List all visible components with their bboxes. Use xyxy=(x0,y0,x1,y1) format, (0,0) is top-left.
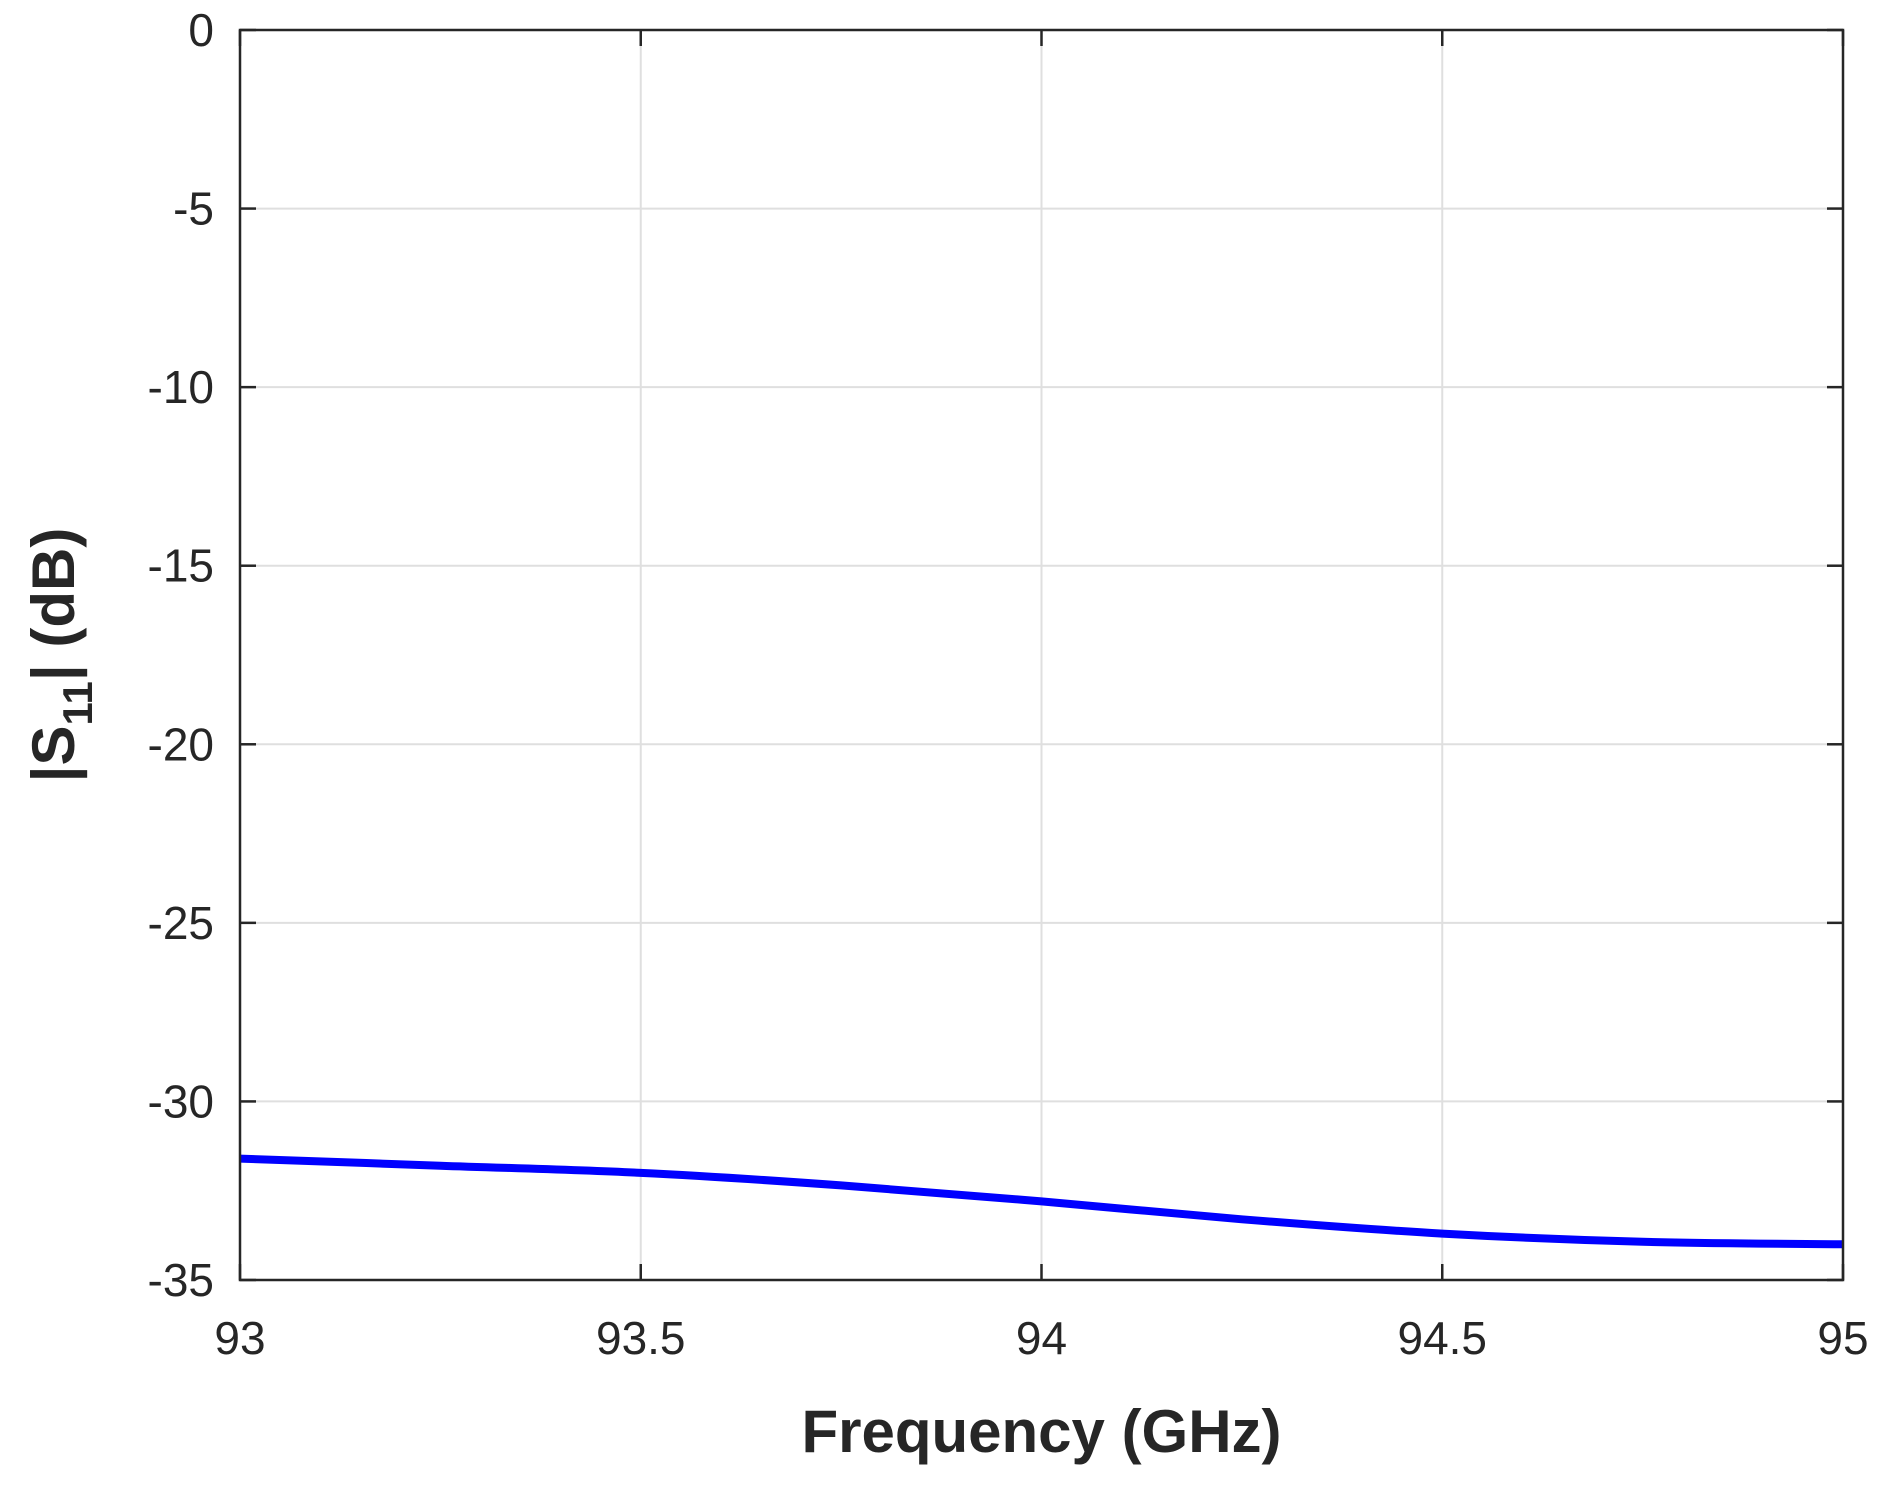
y-tick-label: -35 xyxy=(148,1254,214,1306)
y-tick-label: 0 xyxy=(188,4,214,56)
x-tick-label: 94.5 xyxy=(1397,1312,1487,1364)
y-tick-label: -5 xyxy=(173,183,214,235)
y-tick-label: -15 xyxy=(148,540,214,592)
x-tick-label: 95 xyxy=(1817,1312,1868,1364)
y-tick-labels: 0 -5 -10 -15 -20 -25 -30 -35 xyxy=(148,4,214,1306)
x-tick-label: 94 xyxy=(1016,1312,1067,1364)
y-axis-label-prefix: |S xyxy=(20,726,88,783)
x-axis-label: Frequency (GHz) xyxy=(801,1398,1281,1465)
data-series xyxy=(239,1154,1844,1249)
series-line xyxy=(239,1154,1844,1249)
y-tick-label: -25 xyxy=(148,897,214,949)
x-tick-labels: 93 93.5 94 94.5 95 xyxy=(214,1312,1868,1364)
y-axis-label-subscript: 11 xyxy=(54,681,101,725)
x-tick-label: 93 xyxy=(214,1312,265,1364)
plot-frame xyxy=(238,28,1845,1282)
y-axis-label: |S11| (dB) xyxy=(20,528,101,783)
y-tick-label: -20 xyxy=(148,718,214,770)
x-tick-label: 93.5 xyxy=(596,1312,686,1364)
y-tick-label: -10 xyxy=(148,361,214,413)
y-axis-label-suffix: | (dB) xyxy=(20,528,88,681)
grid-lines xyxy=(239,29,1844,1281)
y-tick-label: -30 xyxy=(148,1075,214,1127)
